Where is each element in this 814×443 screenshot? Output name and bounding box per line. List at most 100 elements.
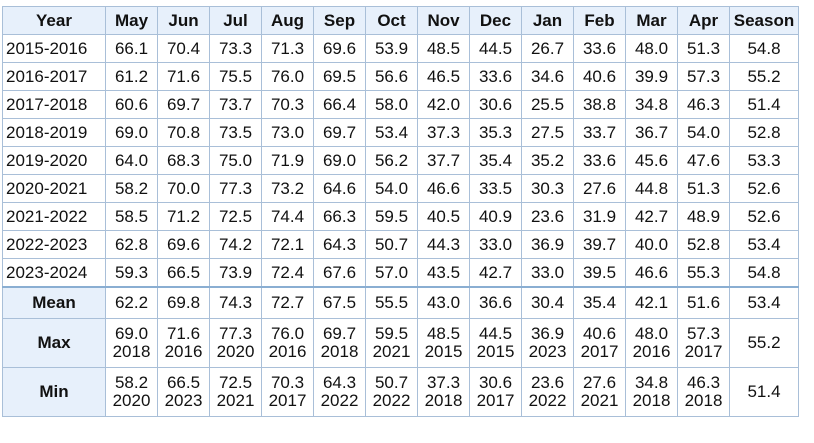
max-cell: 48.0 2016	[625, 318, 678, 368]
temperature-cell: 68.3	[157, 146, 210, 175]
temperature-cell: 58.2	[105, 174, 158, 203]
temperature-cell: 36.9	[521, 230, 574, 259]
temperature-cell: 46.3	[677, 90, 730, 119]
min-value: 66.5	[166, 373, 201, 393]
mean-cell: 69.8	[157, 286, 210, 319]
mean-cell: 72.7	[261, 286, 314, 319]
temperature-cell: 31.9	[573, 202, 626, 231]
max-cell: 59.5 2021	[365, 318, 418, 368]
min-cell: 58.2 2020	[105, 367, 158, 417]
min-cell: 50.7 2022	[365, 367, 418, 417]
max-cell: 40.6 2017	[573, 318, 626, 368]
year-cell: 2016-2017	[2, 62, 106, 91]
temperature-cell: 35.2	[521, 146, 574, 175]
max-season-cell: 55.2	[729, 318, 799, 368]
temperature-cell: 69.7	[157, 90, 210, 119]
min-row: Min 58.2 2020 66.5 2023 72.5 2021 70.3 2017 64.3 2…	[2, 367, 799, 417]
table-row: 2023-2024 59.3 66.5 73.9 72.4 67.6 57.0 43.5 42.…	[2, 258, 799, 288]
temperature-cell: 62.8	[105, 230, 158, 259]
max-year: 2023	[528, 342, 567, 361]
temperature-cell: 64.6	[313, 174, 366, 203]
season-cell: 51.4	[729, 90, 799, 119]
column-header: Jun	[157, 6, 210, 35]
max-value: 57.3	[686, 324, 721, 344]
temperature-cell: 56.2	[365, 146, 418, 175]
max-label: Max	[2, 318, 106, 368]
column-header: Jul	[209, 6, 262, 35]
temperature-cell: 48.9	[677, 202, 730, 231]
temperature-cell: 33.6	[573, 146, 626, 175]
column-header: Jan	[521, 6, 574, 35]
temperature-cell: 70.4	[157, 34, 210, 63]
column-header: Year	[2, 6, 106, 35]
temperature-cell: 73.0	[261, 118, 314, 147]
temperature-cell: 54.0	[365, 174, 418, 203]
min-value: 34.8	[634, 373, 669, 393]
temperature-cell: 43.5	[417, 258, 470, 288]
mean-row: Mean 62.2 69.8 74.3 72.7 67.5 55.5 43.0 36.6 30.4…	[2, 286, 799, 319]
temperature-cell: 23.6	[521, 202, 574, 231]
year-cell: 2021-2022	[2, 202, 106, 231]
temperature-cell: 69.5	[313, 62, 366, 91]
temperature-cell: 27.6	[573, 174, 626, 203]
temperature-cell: 60.6	[105, 90, 158, 119]
temperature-cell: 72.4	[261, 258, 314, 288]
max-year: 2018	[320, 342, 359, 361]
temperature-cell: 42.7	[469, 258, 522, 288]
temperature-cell: 56.6	[365, 62, 418, 91]
table-row: 2019-2020 64.0 68.3 75.0 71.9 69.0 56.2 37.7 35.…	[2, 146, 799, 175]
max-cell: 57.3 2017	[677, 318, 730, 368]
temperature-cell: 25.5	[521, 90, 574, 119]
temperature-cell: 33.7	[573, 118, 626, 147]
min-value: 23.6	[530, 373, 565, 393]
max-value: 76.0	[270, 324, 305, 344]
min-year: 2017	[476, 391, 515, 410]
min-cell: 66.5 2023	[157, 367, 210, 417]
min-season-cell: 51.4	[729, 367, 799, 417]
max-row: Max 69.0 2018 71.6 2016 77.3 2020 76.0 2016 69.7 2…	[2, 318, 799, 368]
season-cell: 54.8	[729, 258, 799, 288]
min-value: 70.3	[270, 373, 305, 393]
min-cell: 70.3 2017	[261, 367, 314, 417]
year-cell: 2023-2024	[2, 258, 106, 288]
temperature-cell: 70.3	[261, 90, 314, 119]
temperature-cell: 73.7	[209, 90, 262, 119]
max-year: 2018	[112, 342, 151, 361]
year-cell: 2019-2020	[2, 146, 106, 175]
max-value: 59.5	[374, 324, 409, 344]
max-value: 69.0	[114, 324, 149, 344]
temperature-cell: 75.0	[209, 146, 262, 175]
max-year: 2016	[268, 342, 307, 361]
temperature-cell: 73.9	[209, 258, 262, 288]
temperature-cell: 46.5	[417, 62, 470, 91]
mean-cell: 30.4	[521, 286, 574, 319]
temperature-cell: 77.3	[209, 174, 262, 203]
year-cell: 2018-2019	[2, 118, 106, 147]
min-value: 30.6	[478, 373, 513, 393]
min-year: 2020	[112, 391, 151, 410]
max-cell: 71.6 2016	[157, 318, 210, 368]
temperature-cell: 39.5	[573, 258, 626, 288]
temperature-cell: 70.8	[157, 118, 210, 147]
season-cell: 55.2	[729, 62, 799, 91]
min-cell: 27.6 2021	[573, 367, 626, 417]
min-value: 46.3	[686, 373, 721, 393]
min-cell: 64.3 2022	[313, 367, 366, 417]
min-cell: 30.6 2017	[469, 367, 522, 417]
statistics-section: Mean 62.2 69.8 74.3 72.7 67.5 55.5 43.0 36.6 30.4…	[2, 286, 799, 417]
column-header: Apr	[677, 6, 730, 35]
temperature-cell: 33.6	[573, 34, 626, 63]
max-value: 36.9	[530, 324, 565, 344]
column-header: Dec	[469, 6, 522, 35]
temperature-cell: 40.5	[417, 202, 470, 231]
column-header: Mar	[625, 6, 678, 35]
temperature-cell: 66.4	[313, 90, 366, 119]
temperature-cell: 66.3	[313, 202, 366, 231]
temperature-cell: 72.1	[261, 230, 314, 259]
table-row: 2021-2022 58.5 71.2 72.5 74.4 66.3 59.5 40.5 40.…	[2, 202, 799, 231]
min-year: 2023	[164, 391, 203, 410]
temperature-cell: 26.7	[521, 34, 574, 63]
min-cell: 37.3 2018	[417, 367, 470, 417]
max-value: 71.6	[166, 324, 201, 344]
temperature-cell: 50.7	[365, 230, 418, 259]
